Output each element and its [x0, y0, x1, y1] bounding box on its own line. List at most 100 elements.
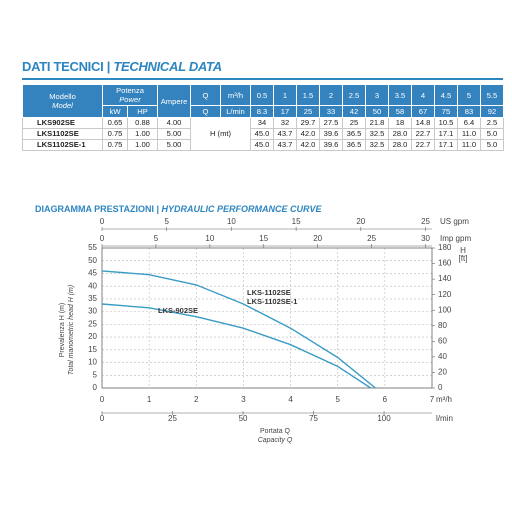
header-row: kW HP Q L/min 8.3 17 25 33 42 50 58 67 75 83 92: [23, 105, 504, 118]
chart-title-it: DIAGRAMMA PRESTAZIONI |: [35, 204, 160, 214]
axis-tick-label: 5: [164, 217, 169, 226]
x-tick-label: 1: [147, 395, 152, 404]
flow-header: 83: [457, 105, 481, 118]
head-cell: 36.5: [342, 139, 366, 151]
header-it: Potenza: [116, 86, 144, 95]
y2-label: H: [460, 246, 466, 255]
flow-header: 42: [342, 105, 366, 118]
y-tick-label: 30: [88, 307, 97, 316]
axis-tick-label: 0: [100, 414, 105, 423]
axis-tick-label: 25: [168, 414, 177, 423]
y-tick-label: 25: [88, 319, 97, 328]
y2-tick-label: 180: [438, 243, 452, 252]
curve-label: LKS-902SE: [158, 306, 198, 315]
y2-tick-label: 100: [438, 305, 452, 314]
unit-header: m³/h: [220, 84, 251, 106]
axis-tick-label: 0: [100, 234, 105, 243]
axis-tick-label: 15: [259, 234, 268, 243]
curve: [101, 303, 372, 389]
header-en: Model: [52, 101, 73, 110]
chart-title-en: HYDRAULIC PERFORMANCE CURVE: [161, 204, 322, 214]
y-tick-label: 35: [88, 294, 97, 303]
axis-tick-label: 25: [421, 217, 430, 226]
x-label-en: Capacity Q: [258, 437, 293, 444]
y2-tick-label: 20: [438, 368, 447, 377]
flow-header: 5: [457, 84, 481, 106]
flow-header: 25: [296, 105, 320, 118]
x-tick-label: 0: [100, 395, 105, 404]
y-tick-label: 55: [88, 243, 97, 252]
head-label: H (mt): [190, 117, 251, 151]
data-row: LKS1102SE 0.75 1.00 5.00 45.0 43.7 42.0 39.6 36.…: [22, 128, 504, 140]
y2-tick-label: 80: [438, 321, 447, 330]
data-row: LKS902SE 0.65 0.88 4.00 H (mt) 34 32 29.7 27.5 25…: [22, 117, 504, 151]
chart-title: DIAGRAMMA PRESTAZIONI | HYDRAULIC PERFOR…: [35, 204, 322, 214]
axis-unit: US gpm: [440, 217, 469, 226]
flow-header: 3.5: [388, 84, 412, 106]
curve-label: LKS-1102SE-1: [247, 297, 297, 306]
axis-tick-label: 10: [227, 217, 236, 226]
y-tick-label: 10: [88, 358, 97, 367]
y2-tick-label: 40: [438, 352, 447, 361]
y2-tick-label: 160: [438, 259, 452, 268]
hp-header: HP: [127, 105, 158, 118]
y-label-en: Total manometric head H (m): [68, 285, 75, 375]
axis-unit: l/min: [436, 414, 453, 423]
y-tick-label: 20: [88, 332, 97, 341]
y-tick-label: 50: [88, 256, 97, 265]
curve: [101, 270, 376, 389]
header-en: Power: [119, 95, 141, 104]
flow-header: 0.5: [250, 84, 274, 106]
axis-tick-label: 20: [356, 217, 365, 226]
model-header: Modello Model: [22, 84, 103, 118]
head-cell: 5.0: [480, 139, 504, 151]
y2-tick-label: 0: [438, 383, 443, 392]
flow-header: 75: [434, 105, 458, 118]
y2-unit: [ft]: [459, 254, 468, 263]
y-tick-label: 0: [93, 383, 98, 392]
plot-frame: [101, 247, 433, 389]
flow-header: 5.5: [480, 84, 504, 106]
unit-header: L/min: [220, 105, 251, 118]
axis-unit: Imp gpm: [440, 234, 471, 243]
y-tick-label: 15: [88, 345, 97, 354]
x-label: Portata Q: [260, 428, 291, 435]
x-tick-label: 5: [335, 395, 340, 404]
ampere-cell: 5.00: [157, 139, 191, 151]
hp-cell: 1.00: [127, 139, 158, 151]
title-en: TECHNICAL DATA: [113, 59, 222, 74]
q-header: Q: [190, 105, 221, 118]
data-row: LKS1102SE-1 0.75 1.00 5.00 45.0 43.7 42.0 39.6 3…: [22, 139, 504, 151]
curve-label: LKS-1102SE: [247, 288, 291, 297]
page-title: DATI TECNICI | TECHNICAL DATA: [22, 59, 222, 74]
q-header: Q: [190, 84, 221, 106]
axis-tick-label: 20: [313, 234, 322, 243]
y-label: Prevalenza H (m): [59, 303, 66, 357]
axis-tick-label: 50: [239, 414, 248, 423]
axis-tick-label: 5: [154, 234, 159, 243]
axis-tick-label: 25: [367, 234, 376, 243]
axis-tick-label: 10: [205, 234, 214, 243]
x-unit: m³/h: [436, 395, 452, 404]
flow-header: 1: [273, 84, 297, 106]
y-tick-label: 5: [93, 370, 98, 379]
y-tick-label: 40: [88, 281, 97, 290]
axis-tick-label: 100: [377, 414, 391, 423]
ampere-header: Ampere: [157, 84, 191, 118]
flow-header: 3: [365, 84, 389, 106]
table-body: LKS902SE 0.65 0.88 4.00 H (mt) 34 32 29.7 27.5 25…: [22, 117, 504, 151]
y-tick-label: 45: [88, 269, 97, 278]
x-tick-label: 3: [241, 395, 246, 404]
head-cell: 22.7: [411, 139, 435, 151]
x-tick-label: 7: [430, 395, 435, 404]
axis-tick-label: 15: [292, 217, 301, 226]
axis-tick-label: 30: [421, 234, 430, 243]
y2-tick-label: 140: [438, 274, 452, 283]
x-tick-label: 6: [383, 395, 388, 404]
flow-header: 2.5: [342, 84, 366, 106]
y2-tick-label: 60: [438, 336, 447, 345]
